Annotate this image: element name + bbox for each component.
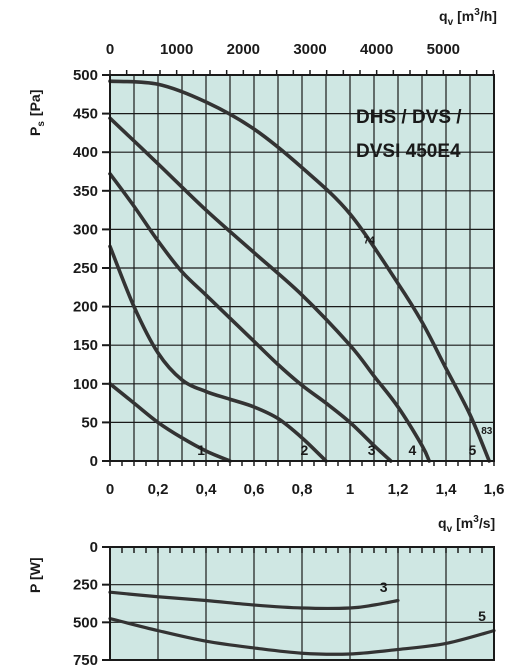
model-label-line2: DVSI 450E4 xyxy=(356,141,461,162)
x-tick-labels-m3h: 0 1000 2000 3000 4000 5000 xyxy=(106,41,460,58)
efficiency-label: 74 xyxy=(364,235,376,246)
power-curve-labels: 35 xyxy=(380,579,486,624)
x2-tick-label: 1000 xyxy=(160,41,193,58)
pressure-curve-1 xyxy=(108,382,232,463)
y-tick-label: 400 xyxy=(73,144,98,161)
x-tick-label: 1 xyxy=(346,481,354,498)
y-tick-label: 350 xyxy=(73,183,98,200)
x2-tick-label: 2000 xyxy=(227,41,260,58)
pressure-plot-frame xyxy=(109,74,495,462)
x-tick-label: 0,4 xyxy=(196,481,218,498)
y-tick-label: 300 xyxy=(73,221,98,238)
y-tick-label: 0 xyxy=(90,453,98,470)
y-tick-label: 250 xyxy=(73,260,98,277)
x2-axis-label: qv [m3/h] xyxy=(439,7,497,28)
x2-tick-label: 3000 xyxy=(293,41,326,58)
power-curves xyxy=(108,590,496,656)
y-tick-label: 250 xyxy=(73,577,98,594)
y-tick-label: 0 xyxy=(90,539,98,556)
x-tick-label: 0 xyxy=(106,481,114,498)
pressure-curve-5 xyxy=(108,79,491,463)
power-curve-5 xyxy=(108,616,496,656)
y-tick-labels-w: 0 250 500 750 xyxy=(73,539,98,667)
curve-label: 5 xyxy=(469,442,477,458)
curve-label: 1 xyxy=(197,442,205,458)
curve-label: 5 xyxy=(478,608,486,624)
curve-label: 3 xyxy=(368,442,376,458)
y-tick-label: 450 xyxy=(73,106,98,123)
x2-tick-label: 0 xyxy=(106,41,114,58)
x-tick-label: 0,6 xyxy=(244,481,265,498)
x-tick-label: 0,2 xyxy=(148,481,169,498)
y-tick-label: 200 xyxy=(73,299,98,316)
model-label-line1: DHS / DVS / xyxy=(356,107,462,128)
x-tick-label: 1,2 xyxy=(388,481,409,498)
y-tick-labels-pa: 0 50 100 150 200 250 300 350 400 450 500 xyxy=(73,67,98,470)
power-curve-3 xyxy=(108,590,400,610)
y-tick-label: 500 xyxy=(73,614,98,631)
curve-label: 2 xyxy=(301,442,309,458)
curve-label: 3 xyxy=(380,579,388,595)
y-tick-label: 750 xyxy=(73,652,98,667)
pressure-curves xyxy=(108,79,491,463)
power-y-axis-label: P [W] xyxy=(27,557,43,593)
pressure-curve-labels: 1 2 3 4 5 74 83 xyxy=(197,235,492,458)
pressure-curve-2 xyxy=(108,244,328,463)
y-tick-label: 500 xyxy=(73,67,98,84)
x-tick-label: 0,8 xyxy=(292,481,313,498)
curve-label: 4 xyxy=(409,442,417,458)
y-tick-label: 100 xyxy=(73,376,98,393)
x-tick-label: 1,4 xyxy=(436,481,458,498)
y-axis-label: Ps[Pa] xyxy=(27,90,47,136)
pressure-chart: 0 0,2 0,4 0,6 0,8 1 1,2 1,4 1,6 0 1000 2000 3000 400… xyxy=(27,7,504,535)
x-axis-label: qv [m3/s] xyxy=(438,514,495,535)
y-tick-label: 50 xyxy=(81,414,98,431)
x2-tick-label: 4000 xyxy=(360,41,393,58)
x-tick-label: 1,6 xyxy=(484,481,505,498)
pressure-curve-4 xyxy=(108,116,431,463)
x2-tick-label: 5000 xyxy=(427,41,460,58)
power-plot-frame xyxy=(109,546,495,661)
pressure-curve-3 xyxy=(108,172,393,463)
efficiency-label: 83 xyxy=(481,426,493,437)
x-tick-labels-m3s: 0 0,2 0,4 0,6 0,8 1 1,2 1,4 1,6 xyxy=(106,481,505,498)
y-tick-label: 150 xyxy=(73,337,98,354)
